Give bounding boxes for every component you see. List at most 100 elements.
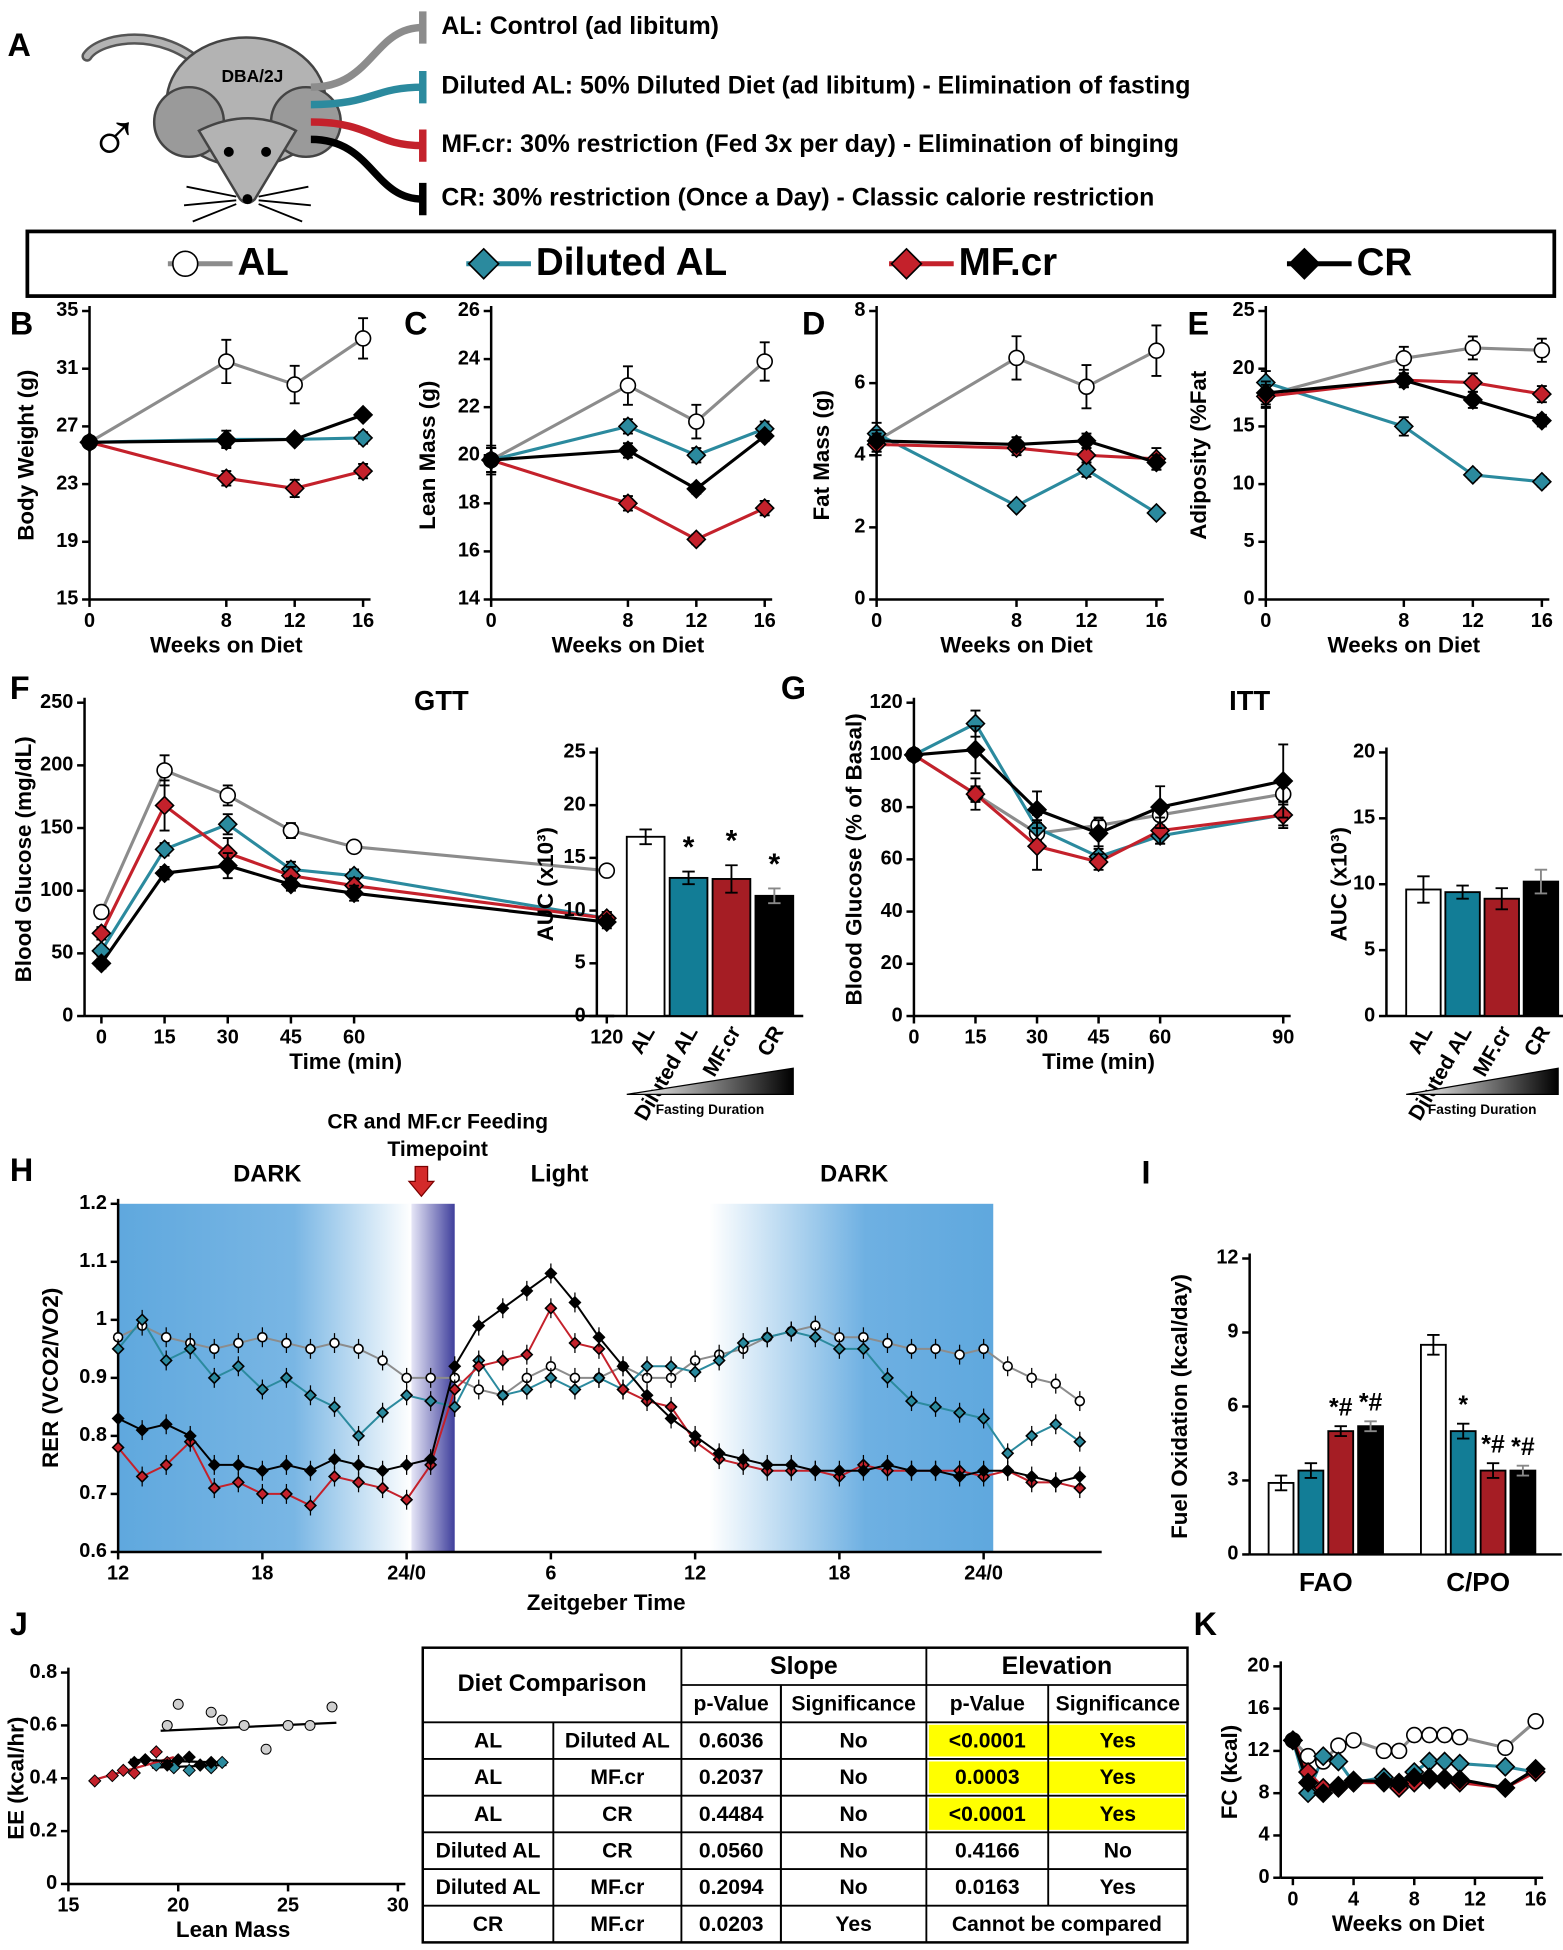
period-label: DARK bbox=[233, 1161, 301, 1187]
mouse-eye bbox=[223, 146, 234, 157]
series-line bbox=[1265, 346, 1542, 397]
data-point bbox=[255, 1382, 269, 1396]
series-line bbox=[88, 337, 364, 444]
x-tick-label: 0 bbox=[908, 1027, 919, 1049]
data-point bbox=[282, 822, 300, 839]
data-point bbox=[1073, 1435, 1087, 1449]
data-point bbox=[329, 1337, 340, 1349]
y-tick-label: 25 bbox=[1233, 299, 1255, 321]
y-tick-label: 100 bbox=[870, 743, 903, 765]
data-point bbox=[219, 787, 237, 804]
data-point bbox=[79, 432, 100, 453]
table-cell: Yes bbox=[835, 1913, 871, 1936]
data-point bbox=[616, 1382, 630, 1396]
y-tick-label: 5 bbox=[1364, 938, 1375, 960]
data-point bbox=[640, 1359, 654, 1373]
data-point bbox=[1434, 1751, 1455, 1772]
x-tick-label: 18 bbox=[828, 1563, 850, 1585]
data-point bbox=[1026, 799, 1048, 820]
table-cell: CR bbox=[473, 1913, 504, 1936]
data-point bbox=[904, 1464, 919, 1478]
data-point bbox=[91, 923, 112, 944]
y-tick-label: 18 bbox=[458, 492, 480, 514]
feeding-note: Timepoint bbox=[387, 1138, 488, 1161]
data-point bbox=[352, 461, 374, 482]
diet-arm bbox=[310, 118, 423, 150]
y-tick-label: 10 bbox=[564, 899, 586, 921]
x-tick-label: 8 bbox=[1398, 610, 1409, 632]
error-bar bbox=[768, 887, 781, 905]
data-point bbox=[344, 883, 365, 904]
highlight bbox=[928, 1798, 1185, 1830]
table-cell: No bbox=[1104, 1840, 1132, 1863]
fasting-label: Fasting Duration bbox=[1428, 1102, 1537, 1117]
data-point bbox=[808, 1330, 822, 1344]
data-point bbox=[172, 1698, 184, 1710]
data-point bbox=[688, 413, 705, 430]
diet-arm bbox=[310, 135, 423, 203]
table-cell: Cannot be compared bbox=[952, 1913, 1162, 1936]
data-point bbox=[231, 1475, 245, 1489]
data-point bbox=[91, 953, 112, 974]
feeding-note: CR and MF.cr Feeding bbox=[327, 1111, 548, 1134]
data-point bbox=[617, 493, 639, 514]
highlight bbox=[928, 1724, 1185, 1757]
x-tick-label: 45 bbox=[280, 1027, 302, 1049]
data-point bbox=[1388, 1773, 1410, 1794]
x-tick-label: 0 bbox=[871, 610, 882, 632]
data-point bbox=[1434, 1768, 1455, 1789]
table-cell: CR bbox=[602, 1840, 633, 1863]
y-tick-label: 5 bbox=[1244, 530, 1255, 552]
panel-letter: B bbox=[10, 305, 33, 341]
data-point bbox=[159, 1417, 173, 1431]
data-point bbox=[856, 1464, 870, 1478]
y-tick-label: 60 bbox=[881, 848, 903, 870]
data-point bbox=[1343, 1770, 1364, 1791]
data-point bbox=[1073, 1470, 1087, 1484]
x-tick-label: 30 bbox=[1026, 1027, 1048, 1049]
data-point bbox=[154, 839, 175, 860]
data-point bbox=[1078, 378, 1095, 395]
panel-letter: C bbox=[404, 305, 427, 341]
x-tick-label: 120 bbox=[590, 1027, 623, 1049]
data-point bbox=[1026, 836, 1048, 857]
panel-letter: H bbox=[10, 1152, 33, 1188]
y-tick-label: 19 bbox=[56, 530, 78, 552]
x-tick-label: 15 bbox=[57, 1895, 79, 1917]
data-point bbox=[856, 1342, 870, 1356]
table-cell: AL bbox=[474, 1729, 502, 1752]
table-cell: No bbox=[840, 1876, 868, 1899]
y-tick-label: 0 bbox=[62, 1004, 73, 1026]
table-cell: No bbox=[840, 1803, 868, 1826]
error-bar bbox=[682, 870, 695, 886]
data-point bbox=[1146, 502, 1167, 524]
data-point bbox=[954, 1349, 965, 1360]
y-tick-label: 20 bbox=[1353, 741, 1375, 763]
table-cell: Yes bbox=[1100, 1876, 1136, 1899]
data-point bbox=[105, 1768, 119, 1783]
bar bbox=[1509, 1469, 1537, 1556]
mouse-whiskers bbox=[183, 185, 311, 223]
data-point bbox=[1395, 350, 1413, 367]
data-point bbox=[327, 1452, 342, 1466]
data-point bbox=[159, 1458, 173, 1472]
panel-letter: G bbox=[781, 670, 806, 706]
data-point bbox=[93, 903, 110, 921]
data-point bbox=[619, 377, 637, 394]
bar bbox=[668, 876, 709, 1017]
significance-label: *# bbox=[1329, 1393, 1353, 1421]
data-point bbox=[1375, 1742, 1393, 1760]
y-tick-label: 0.6 bbox=[30, 1714, 58, 1736]
y-axis-label: FC (kcal) bbox=[1217, 1725, 1242, 1820]
y-tick-label: 15 bbox=[1353, 807, 1375, 829]
y-axis-label: EE (kcal/hr) bbox=[3, 1717, 28, 1840]
series-line bbox=[876, 439, 1157, 464]
data-point bbox=[448, 1359, 462, 1373]
x-tick-label: 0 bbox=[1260, 610, 1271, 632]
data-point bbox=[135, 1423, 149, 1437]
data-point bbox=[1008, 349, 1025, 367]
data-point bbox=[1148, 342, 1165, 359]
data-point bbox=[1006, 434, 1027, 455]
bar bbox=[1479, 1469, 1507, 1556]
